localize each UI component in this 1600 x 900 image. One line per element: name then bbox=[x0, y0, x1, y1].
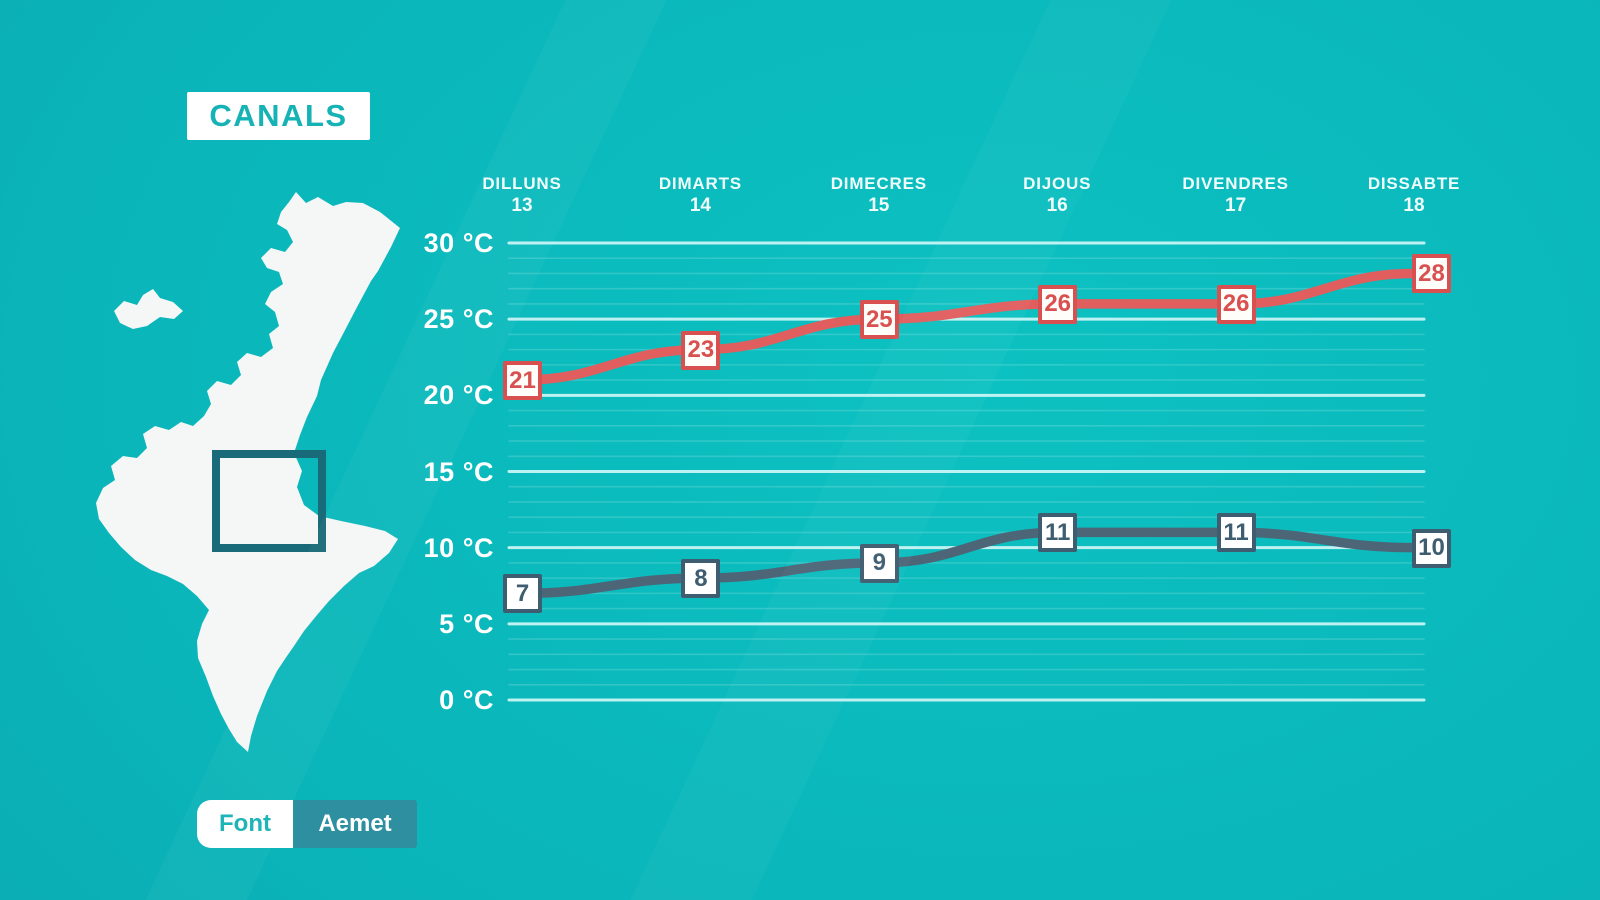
source-label: Font bbox=[197, 800, 293, 848]
day-header: DIVENDRES 17 bbox=[1146, 174, 1326, 218]
min-temp-line bbox=[517, 527, 1419, 599]
map-highlight-square bbox=[212, 450, 326, 552]
region-outline bbox=[96, 192, 400, 752]
region-exclave bbox=[114, 289, 183, 329]
day-header: DISSABTE 18 bbox=[1324, 174, 1504, 218]
max-temp-value: 26 bbox=[1038, 284, 1078, 324]
min-temp-value: 9 bbox=[859, 543, 899, 583]
y-axis-label: 30 °C bbox=[423, 228, 494, 258]
day-header: DIMARTS 14 bbox=[610, 174, 790, 218]
region-map bbox=[96, 192, 400, 752]
day-number: 16 bbox=[1046, 195, 1068, 216]
day-name: DILLUNS bbox=[482, 174, 562, 193]
source-value: Aemet bbox=[293, 800, 417, 848]
day-number: 15 bbox=[868, 195, 890, 216]
day-number: 18 bbox=[1403, 195, 1425, 216]
day-name: DIVENDRES bbox=[1182, 174, 1289, 193]
y-axis-label: 5 °C bbox=[439, 608, 494, 639]
max-temp-value: 28 bbox=[1412, 254, 1451, 294]
min-temp-value: 11 bbox=[1038, 513, 1078, 553]
y-axis-label: 15 °C bbox=[423, 456, 494, 487]
day-header: DIMECRES 15 bbox=[789, 174, 969, 218]
max-temp-value: 25 bbox=[859, 300, 899, 340]
max-temp-value: 26 bbox=[1216, 284, 1256, 324]
max-temp-value: 23 bbox=[681, 330, 721, 370]
y-axis-label: 10 °C bbox=[423, 532, 494, 563]
max-temp-line bbox=[517, 268, 1419, 385]
source-badge: Font Aemet bbox=[197, 800, 417, 848]
day-number: 14 bbox=[689, 195, 711, 216]
day-number: 13 bbox=[511, 195, 533, 216]
page-title: CANALS bbox=[187, 92, 370, 140]
day-name: DIMARTS bbox=[658, 174, 742, 193]
min-temp-value: 7 bbox=[503, 574, 542, 614]
day-header: DIJOUS 16 bbox=[967, 174, 1147, 218]
day-name: DIJOUS bbox=[1023, 174, 1092, 193]
max-temp-value: 21 bbox=[503, 361, 542, 401]
y-axis-label: 25 °C bbox=[423, 304, 494, 335]
min-temp-value: 11 bbox=[1216, 513, 1256, 553]
min-temp-value: 8 bbox=[681, 559, 721, 599]
min-temp-value: 10 bbox=[1412, 528, 1451, 568]
day-name: DIMECRES bbox=[830, 174, 927, 193]
y-axis-label: 20 °C bbox=[423, 380, 494, 411]
y-axis-label: 0 °C bbox=[439, 685, 494, 715]
day-header: DILLUNS 13 bbox=[432, 174, 612, 218]
day-name: DISSABTE bbox=[1367, 174, 1461, 193]
day-number: 17 bbox=[1225, 195, 1247, 216]
